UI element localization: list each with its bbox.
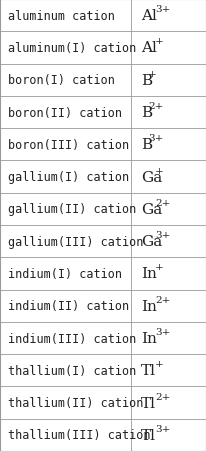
Text: In: In (141, 267, 157, 281)
Text: Tl: Tl (141, 428, 156, 442)
Text: 2+: 2+ (155, 198, 171, 207)
Text: boron(II) cation: boron(II) cation (8, 106, 122, 119)
Text: thallium(II) cation: thallium(II) cation (8, 396, 143, 409)
Text: 2+: 2+ (155, 392, 171, 401)
Text: +: + (155, 166, 164, 175)
Text: B: B (141, 74, 152, 87)
Text: 3+: 3+ (155, 230, 171, 239)
Text: +: + (155, 37, 164, 46)
Text: indium(II) cation: indium(II) cation (8, 299, 129, 313)
Text: gallium(I) cation: gallium(I) cation (8, 170, 129, 184)
Text: 3+: 3+ (155, 424, 171, 433)
Text: aluminum cation: aluminum cation (8, 9, 115, 23)
Text: Tl: Tl (141, 364, 156, 377)
Text: Al: Al (141, 9, 157, 23)
Text: 2+: 2+ (155, 295, 171, 304)
Text: Ga: Ga (141, 202, 162, 216)
Text: In: In (141, 299, 157, 313)
Text: aluminum(I) cation: aluminum(I) cation (8, 42, 136, 55)
Text: Tl: Tl (141, 396, 156, 410)
Text: gallium(III) cation: gallium(III) cation (8, 235, 143, 248)
Text: 2+: 2+ (148, 102, 163, 111)
Text: +: + (155, 263, 164, 272)
Text: +: + (155, 359, 164, 368)
Text: 3+: 3+ (155, 5, 171, 14)
Text: In: In (141, 331, 157, 345)
Text: Al: Al (141, 41, 157, 55)
Text: Ga: Ga (141, 235, 162, 249)
Text: +: + (148, 69, 157, 78)
Text: boron(I) cation: boron(I) cation (8, 74, 115, 87)
Text: Ga: Ga (141, 170, 162, 184)
Text: B: B (141, 106, 152, 120)
Text: 3+: 3+ (155, 327, 171, 336)
Text: B: B (141, 138, 152, 152)
Text: indium(III) cation: indium(III) cation (8, 332, 136, 345)
Text: gallium(II) cation: gallium(II) cation (8, 203, 136, 216)
Text: 3+: 3+ (148, 134, 163, 143)
Text: thallium(I) cation: thallium(I) cation (8, 364, 136, 377)
Text: indium(I) cation: indium(I) cation (8, 267, 122, 281)
Text: boron(III) cation: boron(III) cation (8, 138, 129, 152)
Text: thallium(III) cation: thallium(III) cation (8, 428, 151, 442)
